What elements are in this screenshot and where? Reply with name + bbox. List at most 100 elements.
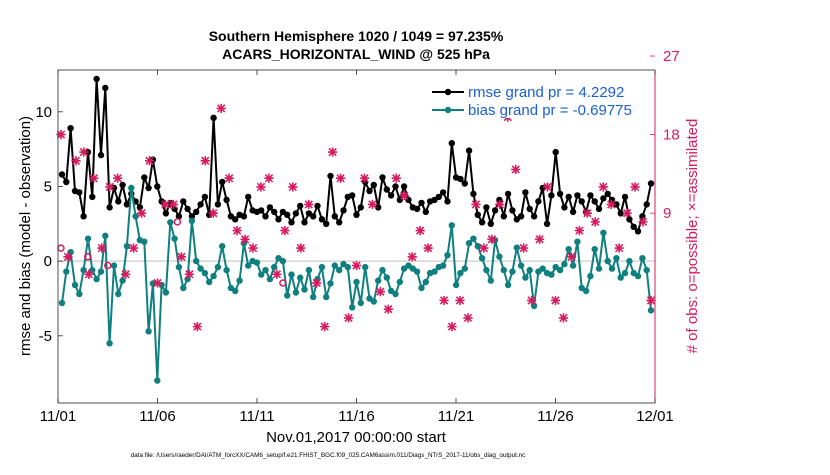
rmse-point [561,204,568,211]
rmse-point [210,114,217,122]
obs-assimilated-marker [129,243,139,253]
bias-point [483,266,490,274]
bias-point [197,265,204,272]
rmse-point [145,184,152,192]
rmse-point [565,193,572,201]
x-tick-label: 12/01 [636,408,674,425]
obs-assimilated-marker [455,295,465,306]
y-tick-label: 5 [44,178,52,195]
bias-point [223,266,230,274]
obs-assimilated-marker [240,234,250,244]
bias-point [608,265,616,272]
obs-assimilated-marker [566,252,577,262]
bias-point [357,299,364,307]
bias-point [353,278,360,286]
obs-assimilated-marker [296,243,306,253]
bias-point [418,284,425,292]
rmse-point [556,190,564,198]
rmse-point [552,148,559,156]
bias-point [97,268,105,275]
rmse-point [58,171,66,178]
rmse-point [284,211,291,218]
bias-point [297,274,304,281]
obs-assimilated-marker [84,269,94,279]
bias-point [470,235,477,242]
bias-point [201,269,209,277]
bias-point [58,299,66,307]
bias-point [448,222,455,229]
bias-point [457,269,464,277]
bias-point [193,257,200,265]
bias-point [232,287,239,295]
rmse-point [457,175,464,183]
bias-point [604,257,611,265]
x-tick-label: 11/16 [338,408,374,425]
rmse-point [617,210,624,217]
obs-assimilated-marker [208,208,218,218]
obs-assimilated-marker [391,173,401,183]
bias-point [370,298,377,305]
rmse-point [67,125,74,132]
bias-point [643,266,650,274]
rmse-point [214,201,222,208]
obs-assimilated-marker [582,208,592,218]
rmse-point [418,199,425,207]
y-right-tick-label: 9 [663,205,671,222]
bias-point [262,266,269,274]
rmse-point [413,205,421,213]
bias-point [219,243,226,250]
bias-point [301,286,308,293]
legend-bias-label: bias grand pr = -0.69775 [468,102,632,119]
legend-rmse-marker [444,88,452,96]
obs-assimilated-marker [527,295,537,306]
bias-point [214,263,222,271]
x-tick-label: 11/11 [239,408,274,425]
obs-assimilated-marker [328,147,338,157]
bias-point [587,272,594,280]
obs-assimilated-marker [144,156,155,166]
obs-assimilated-marker [471,199,481,210]
bias-point [444,252,451,259]
obs-assimilated-marker [280,226,290,236]
rmse-point [89,193,96,201]
x-tick-label: 11/26 [537,408,573,425]
rmse-point [119,181,126,189]
rmse-point [297,202,304,210]
bias-point [288,271,295,278]
bias-point [569,262,577,269]
obs-assimilated-marker [272,269,282,279]
obs-possible-marker [173,218,182,226]
rmse-point [621,193,629,201]
rmse-point [548,192,555,199]
bias-point [561,260,568,268]
bias-point [595,265,603,272]
bias-point [548,271,555,278]
obs-assimilated-marker [646,295,656,306]
bias-point [639,255,646,262]
obs-assimilated-marker [224,173,234,183]
bias-point [349,304,356,311]
bias-point [565,246,572,253]
obs-assimilated-marker [574,226,584,236]
bias-point [413,268,421,275]
rmse-point [517,213,525,220]
rmse-point [232,216,239,223]
rmse-point [258,207,265,214]
bias-point [292,289,300,296]
bias-point [331,262,338,269]
rmse-point [175,213,183,220]
bias-point [431,268,438,275]
x-tick-label: 11/01 [40,408,76,425]
rmse-point [587,192,594,199]
obs-assimilated-marker [614,243,624,253]
obs-possible-marker [279,279,287,287]
bias-point [522,274,529,281]
rmse-point [595,205,603,213]
bias-point [76,290,83,298]
obs-assimilated-marker [312,278,322,288]
rmse-point [340,207,347,214]
legend-bias-marker [444,106,452,114]
bias-point [452,281,460,289]
obs-assimilated-marker [534,234,545,244]
